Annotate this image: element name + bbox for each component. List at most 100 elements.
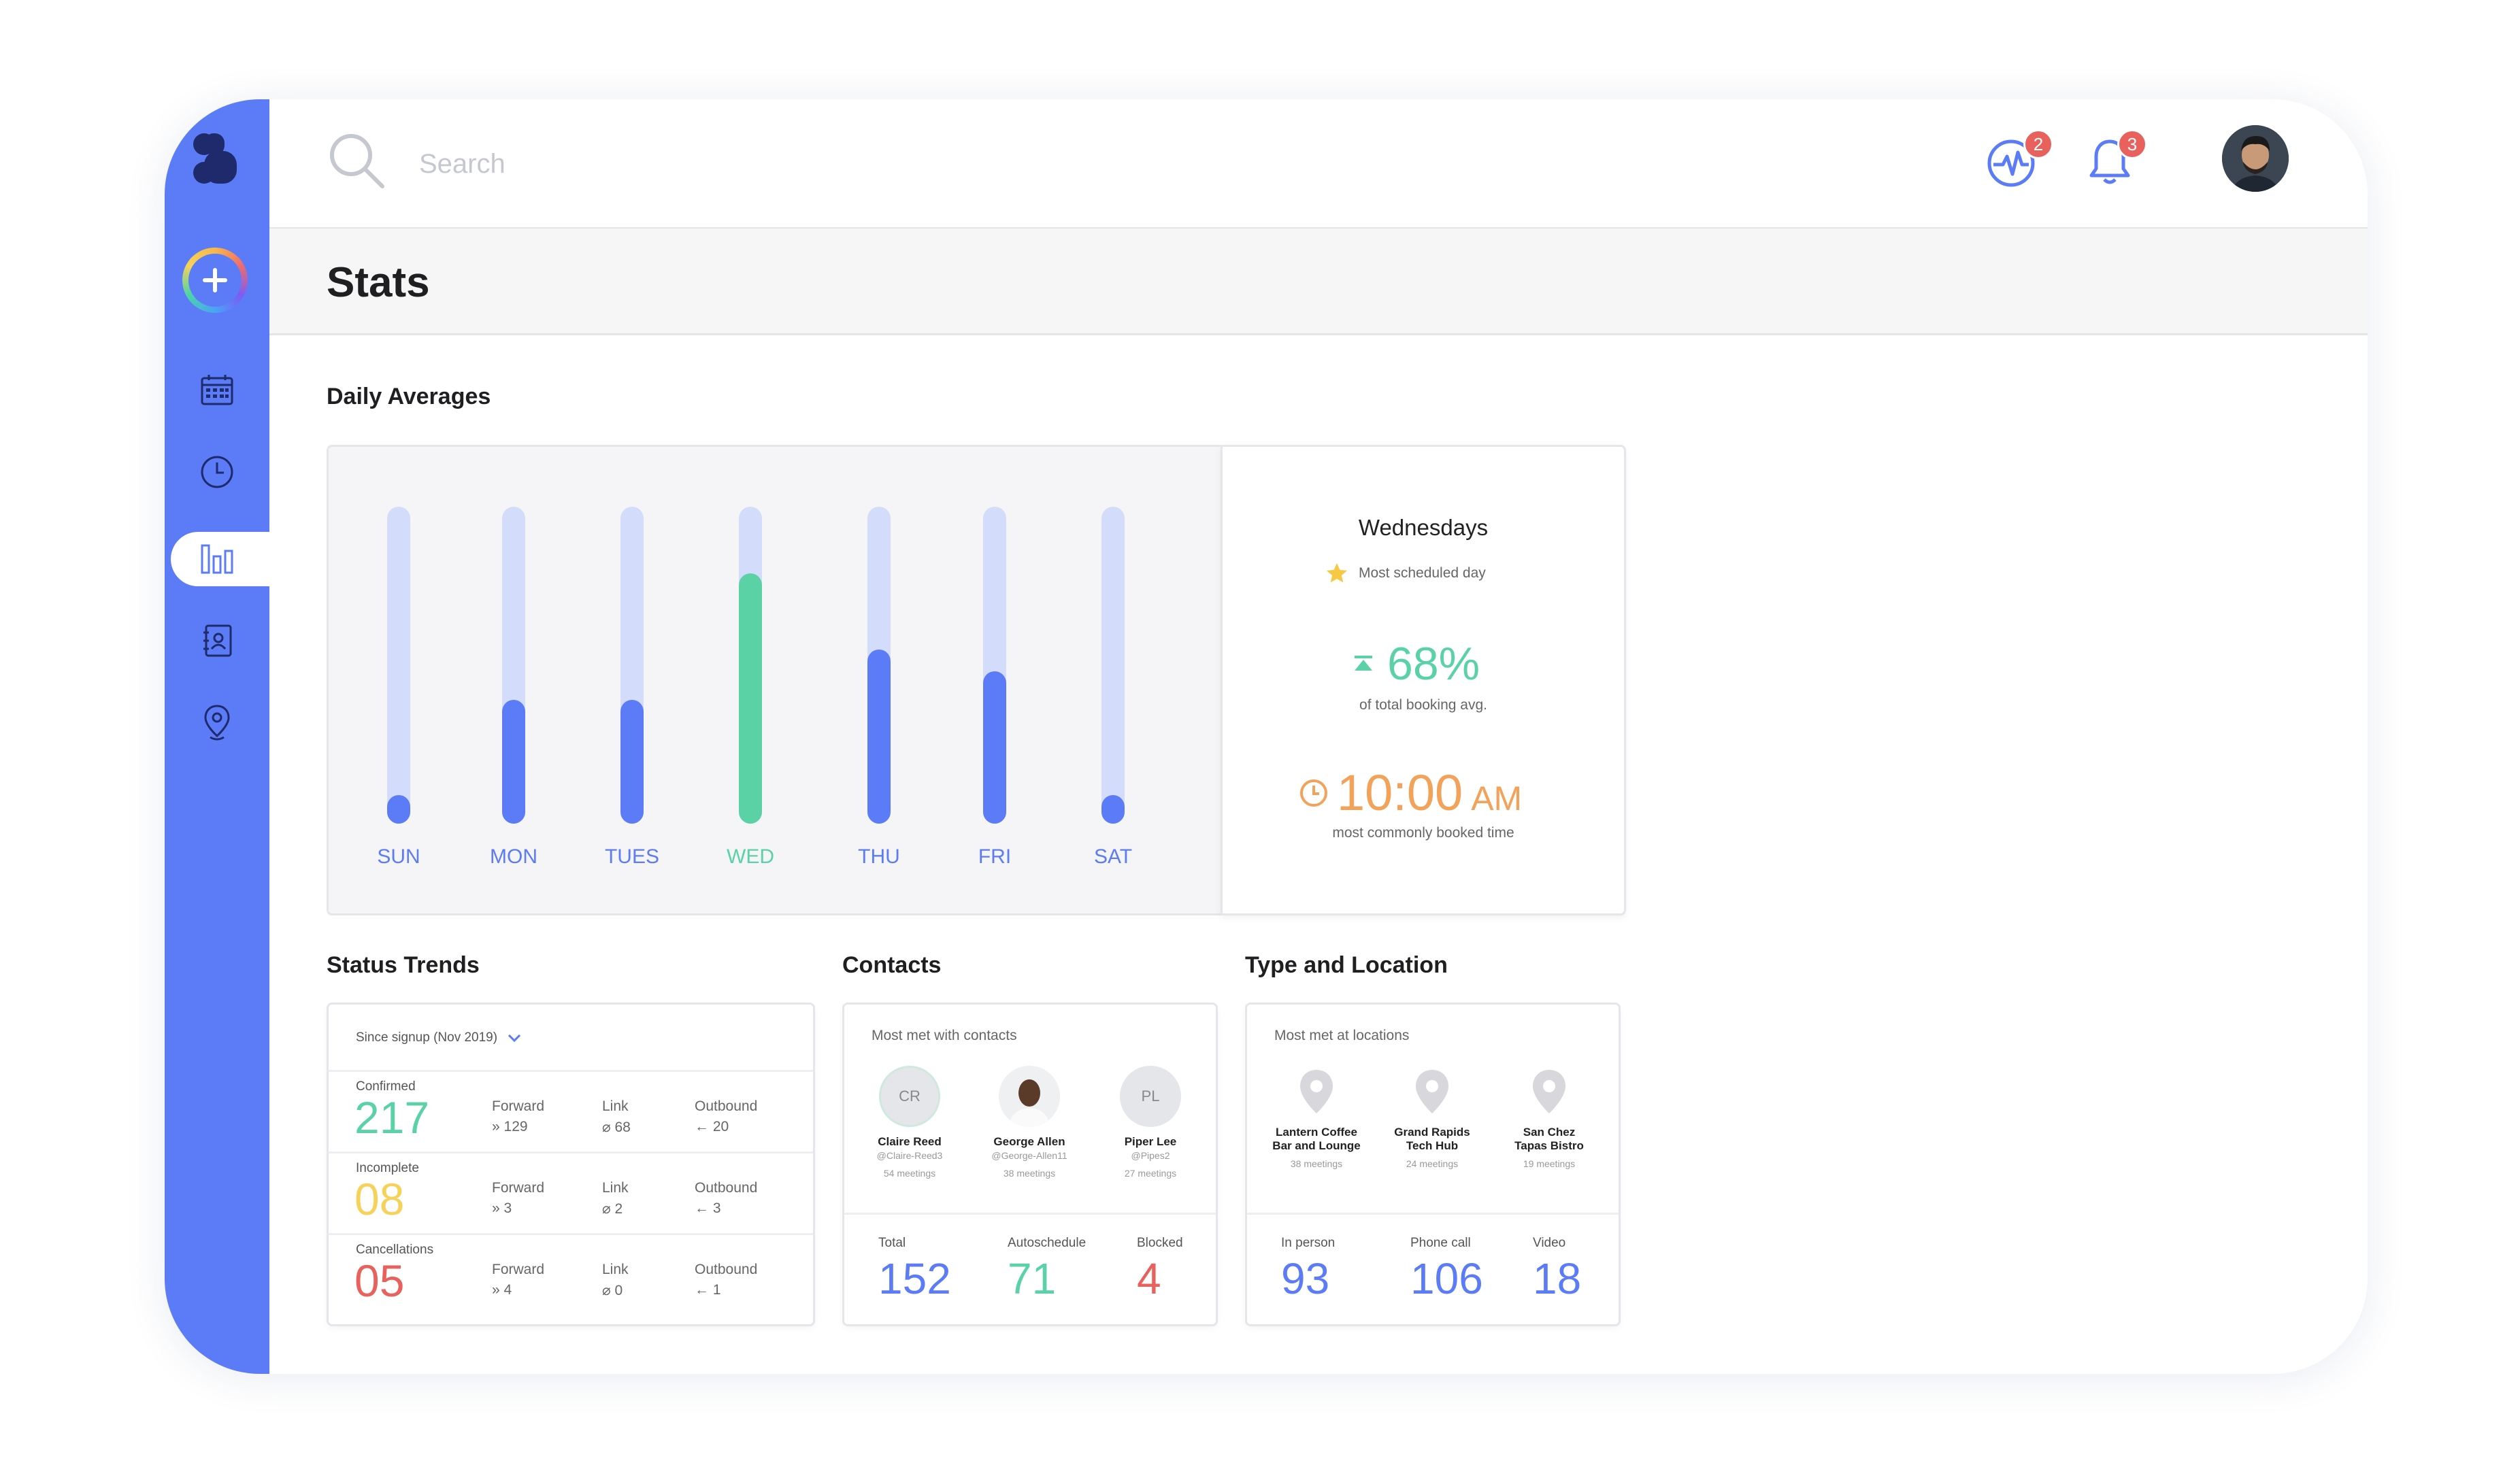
activity-icon[interactable] <box>1984 132 2042 190</box>
location-name-line2: Tapas Bistro <box>1514 1139 1584 1152</box>
location-meetings: 24 meetings <box>1406 1158 1459 1169</box>
contact-stat-label: Blocked <box>1137 1236 1183 1250</box>
type-stat: In person 93 <box>1281 1236 1390 1304</box>
contacts-divider <box>844 1213 1216 1215</box>
type-location-card: Most met at locations Lantern Coffee Bar … <box>1245 1003 1621 1326</box>
contact-avatar <box>999 1066 1060 1127</box>
daily-averages-chart: SUN MON TUES WED THU FRI SAT <box>327 445 1223 915</box>
contact-handle: @Pipes2 <box>1131 1150 1170 1161</box>
status-row[interactable]: Confirmed 217 Forward » 129 Link ⌀ 68 Outbound… <box>329 1070 813 1151</box>
summary-day-note: Most scheduled day <box>1359 565 1486 581</box>
contact-stat-value: 71 <box>1008 1254 1057 1303</box>
location-item[interactable]: Lantern Coffee Bar and Lounge 38 meetings <box>1248 1068 1385 1205</box>
bar-label: TUES <box>604 845 659 868</box>
star-icon <box>1327 563 1347 583</box>
bar-label: THU <box>858 845 900 868</box>
status-metric-label: Outbound <box>695 1098 758 1114</box>
contact-avatar: PL <box>1120 1066 1181 1127</box>
location-pin-icon <box>1300 1070 1333 1113</box>
status-row[interactable]: Cancellations 05 Forward » 4 Link ⌀ 0 Outbound… <box>329 1233 813 1315</box>
contacts-title: Contacts <box>842 952 942 978</box>
contact-meetings: 38 meetings <box>1003 1168 1056 1179</box>
create-new-button[interactable] <box>182 248 248 313</box>
status-metric-value: » 129 <box>492 1119 528 1134</box>
type-location-divider <box>1247 1213 1619 1215</box>
contacts-book-icon[interactable] <box>195 619 239 662</box>
contact-item[interactable]: PL Piper Lee @Pipes2 27 meetings <box>1089 1066 1212 1202</box>
summary-time-suffix: AM <box>1471 779 1523 818</box>
contact-name: George Allen <box>993 1135 1065 1148</box>
status-trends-card: Since signup (Nov 2019) Confirmed 217 Forw… <box>327 1003 815 1326</box>
sidebar <box>165 99 269 1374</box>
status-metric-value: ← 20 <box>695 1119 729 1134</box>
user-photo-icon <box>2222 125 2289 192</box>
type-stat-label: In person <box>1281 1236 1336 1250</box>
bar-track <box>1101 507 1125 824</box>
activity-badge: 2 <box>2023 129 2053 159</box>
bar-thu[interactable] <box>867 650 891 824</box>
bar-mon[interactable] <box>502 700 525 824</box>
row-divider <box>329 1233 813 1235</box>
location-pin-icon <box>1416 1070 1448 1113</box>
bar-chart-icon[interactable] <box>195 537 239 581</box>
contact-stat: Total 152 <box>878 1236 1001 1304</box>
status-metric-label: Forward <box>492 1098 545 1114</box>
calendar-icon[interactable] <box>195 369 239 412</box>
status-metric-value: » 4 <box>492 1282 512 1298</box>
status-metric-label: Outbound <box>695 1262 758 1277</box>
contact-item[interactable]: George Allen @George-Allen11 38 meetings <box>968 1066 1091 1202</box>
contact-avatar: CR <box>879 1066 940 1127</box>
type-stat: Video 18 <box>1533 1236 1642 1304</box>
status-metric-label: Forward <box>492 1180 545 1196</box>
status-metric-value: ← 1 <box>695 1282 721 1298</box>
type-stat-value: 93 <box>1281 1254 1330 1303</box>
type-stat-label: Phone call <box>1410 1236 1471 1250</box>
status-filter-dropdown[interactable]: Since signup (Nov 2019) <box>356 1030 522 1045</box>
bar-tues[interactable] <box>620 700 644 824</box>
contact-meetings: 54 meetings <box>883 1168 936 1179</box>
chevron-down-icon <box>508 1034 521 1043</box>
location-item[interactable]: Grand Rapids Tech Hub 24 meetings <box>1364 1068 1500 1205</box>
type-location-title: Type and Location <box>1245 952 1448 978</box>
person-photo-icon <box>999 1066 1060 1127</box>
summary-time: 10:00 <box>1337 764 1463 821</box>
trend-up-icon <box>1355 656 1372 671</box>
bar-label: FRI <box>978 845 1012 868</box>
contact-stat: Autoschedule 71 <box>1008 1236 1130 1304</box>
summary-time-row: 10:00 AM <box>1299 764 1522 822</box>
status-filter-label: Since signup (Nov 2019) <box>356 1030 498 1045</box>
location-name: Grand Rapids <box>1394 1126 1470 1139</box>
status-metric-label: Forward <box>492 1262 545 1277</box>
page-title: Stats <box>327 259 430 306</box>
app-logo-icon[interactable] <box>192 132 239 185</box>
user-avatar[interactable] <box>2222 125 2289 192</box>
bar-sun[interactable] <box>387 795 410 824</box>
bar-wed[interactable] <box>739 573 762 824</box>
location-item[interactable]: San Chez Tapas Bistro 19 meetings <box>1481 1068 1617 1205</box>
clock-icon[interactable] <box>195 450 239 494</box>
status-metric-value: ← 3 <box>695 1200 721 1216</box>
bar-sat[interactable] <box>1101 795 1125 824</box>
contact-item[interactable]: CR Claire Reed @Claire-Reed3 54 meetings <box>848 1066 971 1202</box>
app-window: 2 3 Stats Daily Averages SUN MON TUES WED TH… <box>165 99 2368 1374</box>
contacts-card: Most met with contacts CR Claire Reed @Cla… <box>842 1003 1218 1326</box>
location-name-line2: Tech Hub <box>1406 1139 1459 1152</box>
contact-handle: @George-Allen11 <box>991 1150 1067 1161</box>
search-input[interactable] <box>418 141 1033 186</box>
contact-name: Piper Lee <box>1124 1135 1177 1148</box>
row-divider <box>329 1070 813 1072</box>
status-metric-label: Outbound <box>695 1180 758 1196</box>
type-stat-label: Video <box>1533 1236 1566 1250</box>
contact-stat-value: 152 <box>878 1254 951 1303</box>
clock-orange-icon <box>1300 779 1327 807</box>
status-label: Confirmed <box>356 1079 416 1094</box>
location-pin-icon[interactable] <box>195 701 239 744</box>
bar-fri[interactable] <box>983 671 1006 824</box>
bar-label: SAT <box>1093 845 1133 868</box>
summary-percent-note: of total booking avg. <box>1359 697 1487 713</box>
search-icon[interactable] <box>327 131 388 192</box>
status-trends-title: Status Trends <box>327 952 480 978</box>
status-metric-value: ⌀ 0 <box>602 1283 623 1298</box>
status-value: 05 <box>354 1256 405 1306</box>
status-row[interactable]: Incomplete 08 Forward » 3 Link ⌀ 2 Outbound ← 3 <box>329 1151 813 1233</box>
